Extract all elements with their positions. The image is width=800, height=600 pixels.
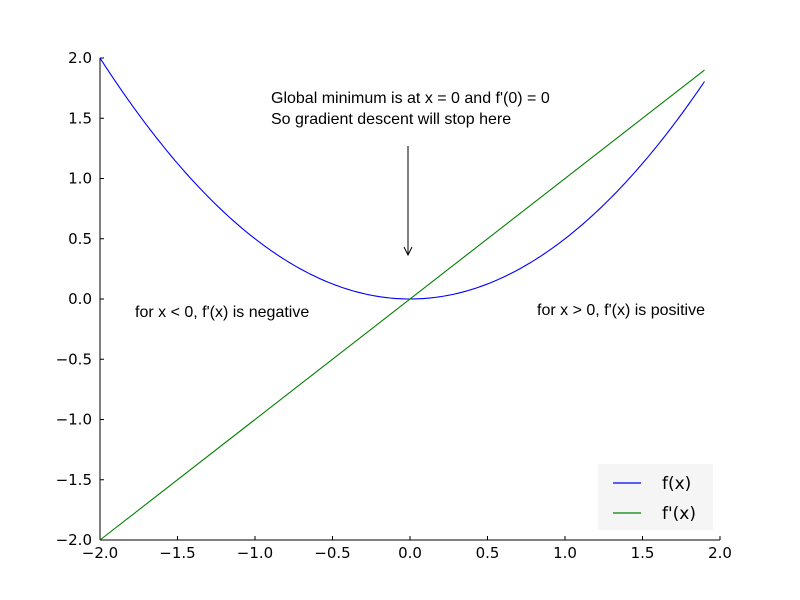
y-tick-label: −1.5	[56, 471, 92, 489]
y-tick-label: −2.0	[56, 531, 92, 549]
x-tick-label: 0.5	[476, 544, 500, 562]
legend: f(x) f'(x)	[598, 464, 713, 530]
annotation-line-2: So gradient descent will stop here	[271, 111, 511, 128]
x-ticks: −2.0 −1.5 −1.0 −0.5 0.0 0.5 1.0 1.5 2.0	[82, 536, 732, 562]
y-ticks: −2.0 −1.5 −1.0 −0.5 0.0 0.5 1.0 1.5 2.0	[56, 49, 104, 549]
series-line-fx	[99, 57, 705, 300]
x-tick-label: 2.0	[708, 544, 732, 562]
annotation-line-1: Global minimum is at x = 0 and f'(0) = 0	[271, 90, 550, 107]
annotation-positive: for x > 0, f'(x) is positive	[537, 302, 705, 319]
legend-box	[598, 464, 713, 530]
y-tick-label: 2.0	[68, 49, 92, 67]
y-tick-label: 0.0	[68, 290, 92, 308]
x-tick-label: −0.5	[314, 544, 350, 562]
y-tick-label: 1.5	[68, 109, 92, 127]
series-layer	[99, 57, 705, 541]
x-tick-label: 0.0	[398, 544, 422, 562]
y-tick-label: 0.5	[68, 230, 92, 248]
x-tick-label: 1.5	[631, 544, 655, 562]
x-tick-label: −2.0	[82, 544, 118, 562]
x-tick-label: 1.0	[553, 544, 577, 562]
y-tick-label: −1.0	[56, 411, 92, 429]
legend-label-dfx: f'(x)	[662, 504, 696, 524]
x-tick-label: −1.5	[159, 544, 195, 562]
annotation-global-minimum: Global minimum is at x = 0 and f'(0) = 0…	[271, 90, 550, 257]
x-tick-label: −1.0	[237, 544, 273, 562]
y-tick-label: −0.5	[56, 350, 92, 368]
annotation-arrow-head	[403, 246, 413, 257]
y-tick-label: 1.0	[68, 170, 92, 188]
legend-label-fx: f(x)	[662, 474, 691, 494]
series-line-dfx	[99, 69, 705, 541]
annotation-negative: for x < 0, f'(x) is negative	[135, 304, 309, 321]
